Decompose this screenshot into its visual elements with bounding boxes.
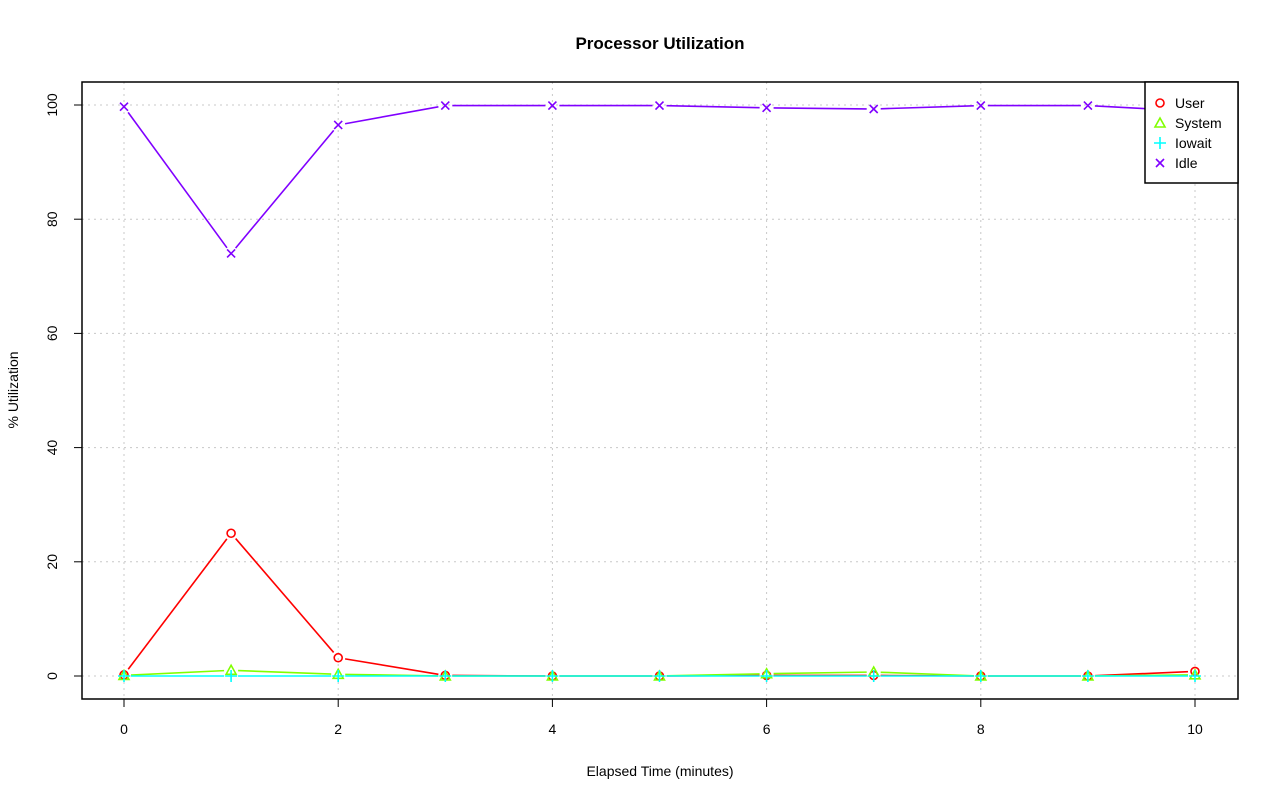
y-axis-label: % Utilization bbox=[5, 351, 21, 428]
data-point-plus bbox=[1081, 670, 1094, 682]
data-point-cross bbox=[1155, 158, 1165, 168]
data-point-plus bbox=[439, 670, 452, 682]
series-idle bbox=[119, 101, 1200, 259]
y-tick-label: 0 bbox=[44, 672, 60, 680]
legend-item: User bbox=[1155, 95, 1205, 111]
data-point-cross bbox=[547, 101, 557, 111]
legend-label: Idle bbox=[1175, 155, 1198, 171]
series-line-segment bbox=[344, 106, 439, 125]
data-point-plus bbox=[974, 670, 987, 682]
series-group bbox=[117, 101, 1202, 682]
y-tick-label: 60 bbox=[44, 325, 60, 341]
x-tick-label: 0 bbox=[120, 721, 128, 737]
data-point-cross bbox=[762, 103, 772, 113]
series-user bbox=[119, 528, 1200, 681]
data-point-circle bbox=[333, 652, 344, 663]
data-point-plus bbox=[118, 670, 130, 682]
data-point-cross bbox=[1083, 101, 1093, 111]
series-line-segment bbox=[235, 538, 335, 653]
data-point-cross bbox=[333, 120, 343, 130]
series-line-segment bbox=[234, 129, 335, 249]
x-tick-label: 4 bbox=[549, 721, 557, 737]
data-point-plus bbox=[332, 670, 345, 682]
series-line-segment bbox=[880, 671, 974, 677]
y-tick-label: 100 bbox=[44, 93, 60, 117]
series-line-segment bbox=[127, 538, 228, 670]
y-tick-label: 80 bbox=[44, 211, 60, 227]
x-tick-label: 10 bbox=[1187, 721, 1203, 737]
x-tick-label: 6 bbox=[763, 721, 771, 737]
data-point-triangle bbox=[1153, 116, 1167, 128]
data-point-cross bbox=[119, 102, 129, 112]
chart-title: Processor Utilization bbox=[575, 34, 744, 53]
grid bbox=[82, 82, 1238, 699]
series-line-segment bbox=[127, 111, 228, 249]
series-line-segment bbox=[238, 669, 332, 675]
x-tick-label: 8 bbox=[977, 721, 985, 737]
legend-label: User bbox=[1175, 95, 1205, 111]
legend-item: Iowait bbox=[1154, 135, 1212, 151]
data-point-circle bbox=[226, 528, 236, 539]
data-point-cross bbox=[226, 248, 236, 259]
series-line-segment bbox=[130, 669, 225, 676]
series-line-segment bbox=[773, 671, 867, 675]
series-line-segment bbox=[880, 104, 974, 110]
x-tick-label: 2 bbox=[334, 721, 342, 737]
legend: User System Iowait Idle bbox=[1144, 81, 1239, 184]
data-point-cross bbox=[654, 101, 665, 111]
series-iowait bbox=[118, 670, 1201, 682]
data-point-plus bbox=[1189, 670, 1201, 682]
data-point-plus bbox=[1154, 137, 1166, 149]
data-point-cross bbox=[440, 101, 450, 111]
legend-item: System bbox=[1153, 115, 1222, 131]
x-axis-label: Elapsed Time (minutes) bbox=[586, 763, 733, 779]
data-point-circle bbox=[1155, 98, 1165, 108]
y-tick-label: 20 bbox=[44, 554, 60, 570]
legend-label: Iowait bbox=[1175, 135, 1212, 151]
y-tick-label: 40 bbox=[44, 440, 60, 456]
legend-item: Idle bbox=[1155, 155, 1198, 171]
series-line-segment bbox=[344, 658, 439, 676]
series-line-segment bbox=[666, 104, 760, 109]
data-point-plus bbox=[546, 670, 559, 682]
data-point-plus bbox=[867, 670, 880, 682]
data-point-plus bbox=[225, 670, 238, 682]
data-point-cross bbox=[869, 104, 879, 114]
data-point-cross bbox=[976, 101, 986, 111]
legend-label: System bbox=[1175, 115, 1222, 131]
plot-frame bbox=[81, 81, 1239, 700]
series-line-segment bbox=[773, 107, 867, 110]
data-point-plus bbox=[760, 670, 773, 682]
data-point-plus bbox=[653, 670, 666, 682]
